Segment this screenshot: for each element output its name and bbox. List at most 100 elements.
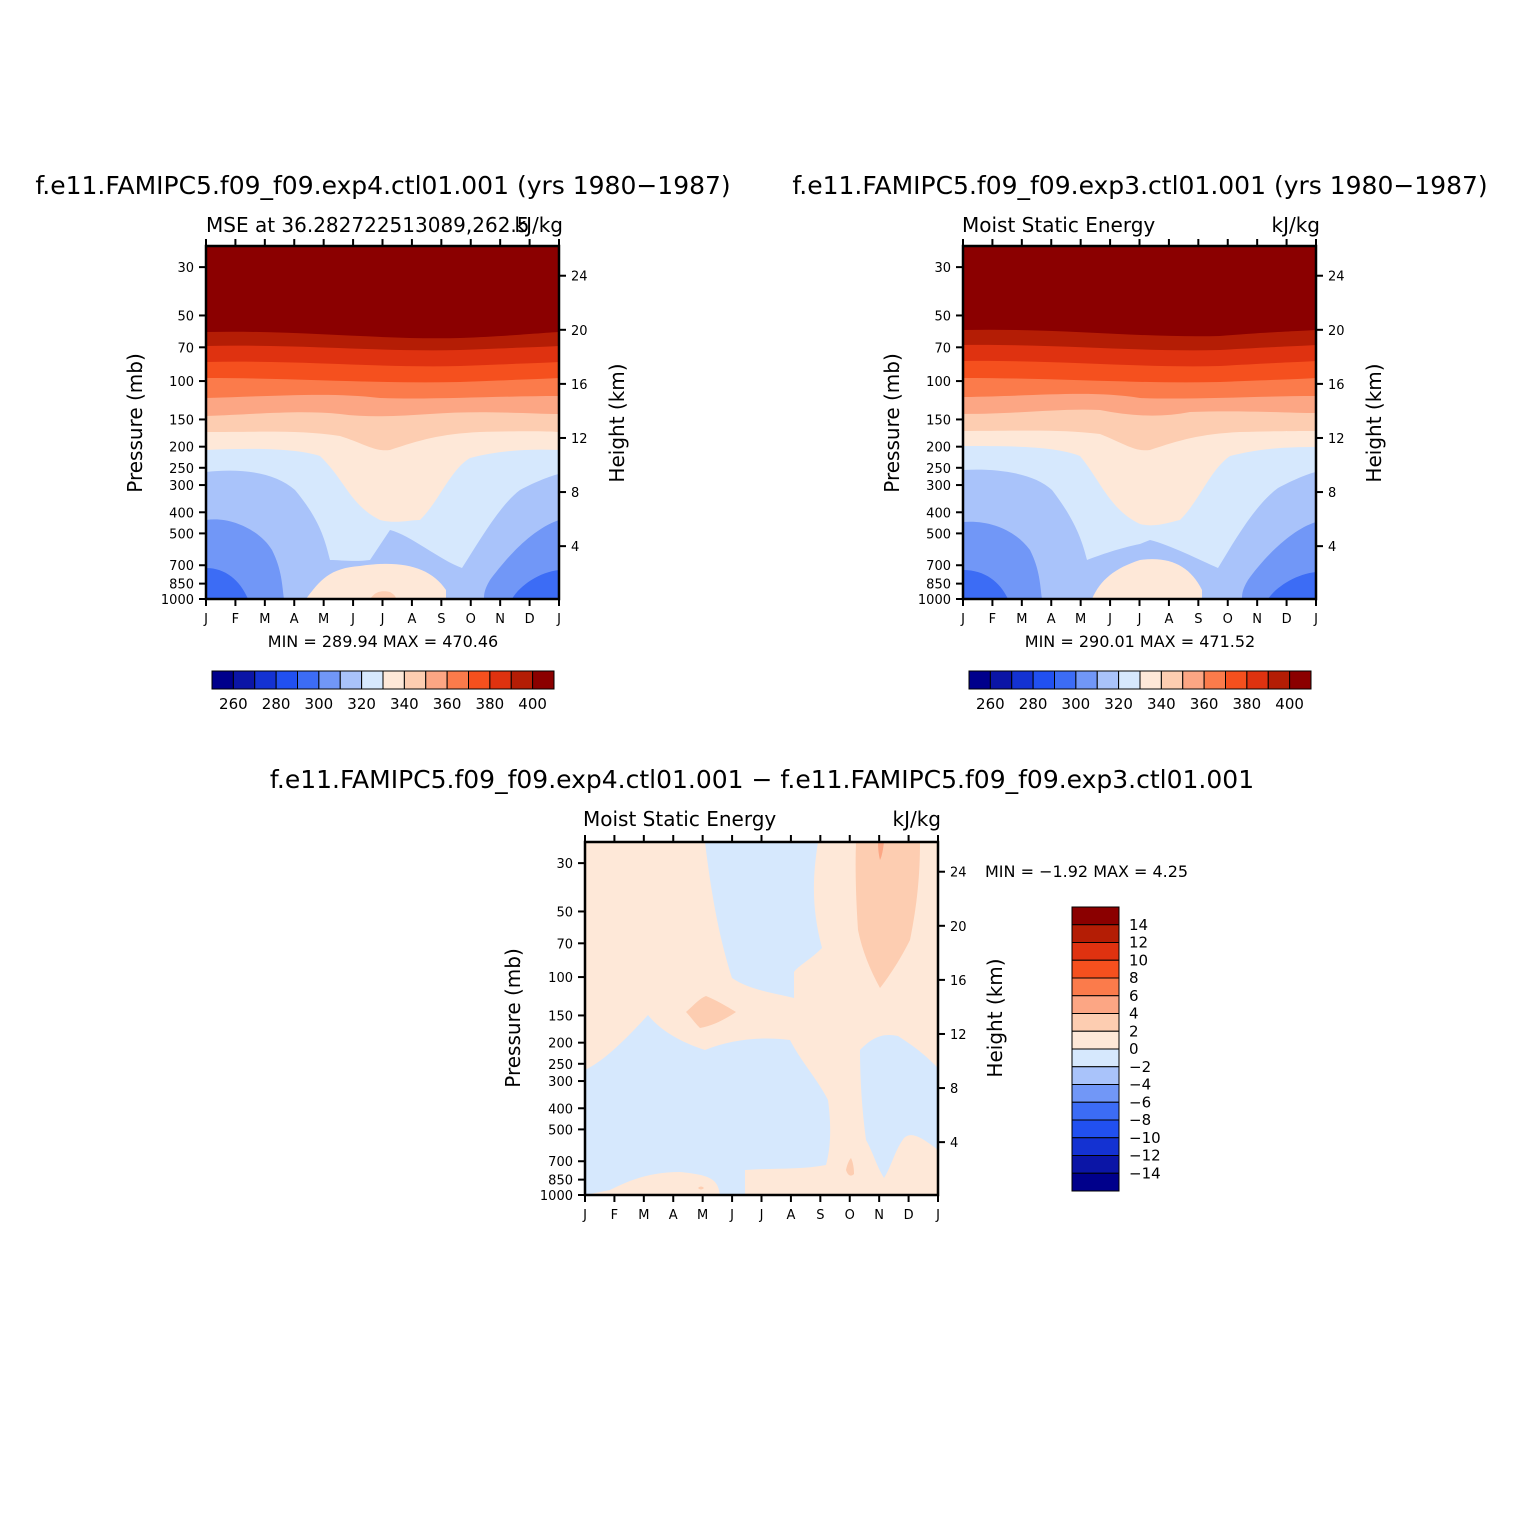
y-tick-label: 400 [926,506,951,521]
colorbar-swatch [232,670,256,690]
colorbar-swatch [1225,670,1248,690]
colorbar-label: −8 [1129,1111,1151,1129]
x-tick-label: J [350,612,355,627]
colorbar-label: 320 [347,695,376,713]
colorbar-label: 0 [1129,1040,1139,1058]
x-tick-label: S [1194,612,1202,627]
panel-3-subtitle-left: Moist Static Energy [583,807,776,831]
panel-1-subtitle-left: MSE at 36.282722513089,262.5 [206,213,530,237]
colorbar-swatch [489,670,512,690]
colorbar-swatch [1289,670,1312,690]
colorbar-swatch [361,670,384,690]
panel-2-title: f.e11.FAMIPC5.f09_f09.exp3.ctl01.001 (yr… [792,171,1487,200]
x-tick-label: J [203,612,208,627]
panel-3-axes: J F M A M J J A S O N D J 30 50 70 100 150 200 250 300 400 500… [540,835,967,1223]
colorbar-swatch [318,670,341,690]
colorbar-swatch [1071,1101,1120,1121]
panel-3-ylabel: Pressure (mb) [501,948,525,1088]
x-tick-label: S [437,612,445,627]
panel-1-contours [206,246,559,599]
x-tick-label: J [935,1208,940,1223]
colorbar-swatch [468,670,491,690]
y-tick-label: 200 [169,441,194,456]
y-tick-label: 70 [934,341,951,356]
y-right-tick-label: 20 [571,324,588,339]
panel-2-ylabel-right: Height (km) [1362,363,1386,482]
colorbar-swatch [1267,670,1291,690]
y-tick-label: 70 [556,937,573,952]
contour-band-p2-290 [963,570,1316,599]
panel-1-stats: MIN = 289.94 MAX = 470.46 [268,632,498,651]
colorbar-swatch [1011,670,1034,690]
colorbar-swatch [1032,670,1055,690]
y-tick-label: 1000 [540,1189,573,1204]
colorbar-label: 4 [1129,1005,1139,1023]
x-tick-label: J [759,1208,764,1223]
x-tick-label: M [1016,612,1027,627]
x-tick-label: M [697,1208,708,1223]
y-right-tick-label: 24 [1328,270,1345,285]
x-tick-label: A [290,612,299,627]
y-tick-label: 50 [934,309,951,324]
y-right-tick-label: 24 [571,270,588,285]
panel-1-subtitle-right: kJ/kg [515,213,564,237]
x-tick-label: O [845,1208,855,1223]
colorbar-label: 10 [1129,951,1148,969]
x-tick-label: M [318,612,329,627]
x-tick-label: J [1137,612,1142,627]
colorbar-label: −2 [1129,1058,1151,1076]
colorbar-swatch [425,670,448,690]
colorbar-swatch [446,670,469,690]
colorbar-swatch [510,670,534,690]
colorbar-label: −14 [1129,1164,1161,1182]
y-tick-label: 850 [169,578,194,593]
colorbar-label: 360 [433,695,462,713]
x-tick-label: F [989,612,996,627]
colorbar-label: 380 [476,695,505,713]
x-tick-label: J [729,1208,734,1223]
panel-2-colorbar: 260 280 300 320 340 360 380 400 [968,670,1312,713]
panel-1-title: f.e11.FAMIPC5.f09_f09.exp4.ctl01.001 (yr… [35,171,730,200]
colorbar-swatch [1071,1172,1120,1192]
x-tick-label: D [525,612,535,627]
colorbar-swatch [1160,670,1184,690]
x-tick-label: F [611,1208,618,1223]
colorbar-label: 300 [305,695,334,713]
contour-band-p1-310 [206,470,559,599]
colorbar-swatch [1071,1066,1120,1085]
colorbar-label: 360 [1190,695,1219,713]
colorbar-swatch [297,670,320,690]
colorbar-swatch [1071,1084,1120,1103]
y-tick-label: 70 [177,341,194,356]
panel-3-ylabel-right: Height (km) [983,958,1007,1077]
x-tick-label: O [466,612,476,627]
x-tick-label: D [904,1208,914,1223]
y-tick-label: 1000 [161,593,194,608]
panel-1-axes: J F M A M J J A S O N D J 30 50 70 100 150 200 250 300 400 500… [161,239,588,627]
y-right-tick-label: 4 [950,1136,958,1151]
colorbar-swatch [1071,1137,1120,1156]
colorbar-swatch [1075,670,1098,690]
x-tick-label: J [1313,612,1318,627]
colorbar-label: −4 [1129,1076,1151,1094]
y-right-tick-label: 12 [950,1028,967,1043]
colorbar-swatch [1118,670,1141,690]
contour-band-p1-340b [370,591,396,599]
colorbar-swatch [254,670,277,690]
y-tick-label: 850 [548,1174,573,1189]
contour-band-p3-2to4-mid [686,996,736,1028]
y-tick-label: 200 [548,1037,573,1052]
colorbar-swatch [1071,1119,1120,1139]
panel-2-contours [963,246,1316,599]
colorbar-label: 320 [1104,695,1133,713]
colorbar-label: 8 [1129,969,1139,987]
colorbar-label: −10 [1129,1129,1161,1147]
y-tick-label: 150 [548,1009,573,1024]
colorbar-swatch [1071,995,1120,1014]
x-tick-label: A [407,612,416,627]
y-tick-label: 1000 [918,593,951,608]
y-right-tick-label: 16 [1328,378,1345,393]
contour-band-p3-neg-right [860,1034,938,1178]
panel-1-ylabel-right: Height (km) [605,363,629,482]
